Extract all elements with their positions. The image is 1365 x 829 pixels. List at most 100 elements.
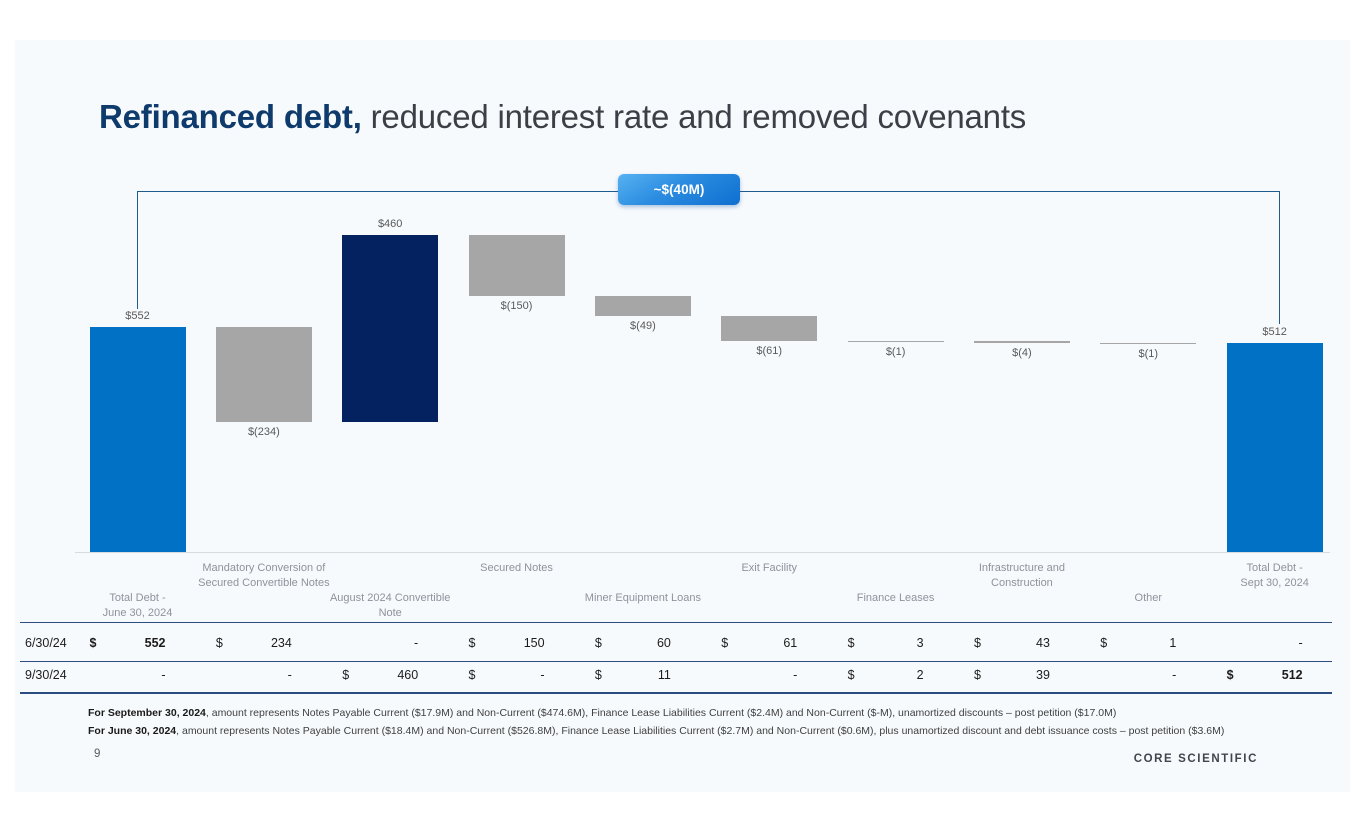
dollar-sign: $ bbox=[847, 668, 855, 682]
cell-value: 43 bbox=[1036, 636, 1050, 650]
callout-bracket-right-line bbox=[1279, 191, 1280, 324]
table-cell-r1-c7: $3 bbox=[848, 636, 924, 650]
bar-value-label-mandatory-conversion-of-secured-convertible-notes: $(234) bbox=[247, 426, 280, 439]
category-label-line: Note bbox=[378, 607, 402, 619]
category-label-line: Miner Equipment Loans bbox=[584, 592, 701, 604]
category-label-line: Other bbox=[1134, 592, 1163, 604]
table-middle-border bbox=[20, 661, 1332, 663]
dollar-sign: $ bbox=[215, 636, 223, 650]
bar-value-label-finance-leases: $(1) bbox=[885, 346, 906, 359]
waterfall-bar-infrastructure-and-construction bbox=[973, 341, 1070, 343]
cell-value: - bbox=[793, 668, 798, 682]
bar-value-label-infrastructure-and-construction: $(4) bbox=[1012, 346, 1032, 359]
dollar-sign: $ bbox=[342, 668, 350, 682]
table-row-label-9-30-24: 9/30/24 bbox=[25, 668, 67, 682]
table-cell-r1-c4: $150 bbox=[469, 636, 545, 650]
dollar-sign: $ bbox=[594, 668, 602, 682]
category-label-miner-equipment-loans: Miner Equipment Loans bbox=[548, 591, 738, 606]
waterfall-bar-secured-notes bbox=[468, 234, 565, 297]
table-cell-r1-c10: - bbox=[1227, 636, 1303, 650]
category-label-total-debt-sept-30-2024: Total Debt - Sept 30, 2024 bbox=[1180, 561, 1365, 591]
bar-value-label-exit-facility: $(61) bbox=[756, 344, 783, 357]
category-label-secured-notes: Secured Notes bbox=[422, 561, 612, 576]
waterfall-bar-exit-facility bbox=[721, 315, 818, 341]
cell-value: - bbox=[161, 668, 166, 682]
dollar-sign: $ bbox=[89, 636, 97, 650]
bar-value-label-august-2024-convertible-note: $460 bbox=[377, 217, 403, 230]
table-cell-r2-c9: - bbox=[1100, 668, 1176, 682]
table-cell-r1-c9: $1 bbox=[1100, 636, 1176, 650]
table-cell-r1-c8: $43 bbox=[974, 636, 1050, 650]
cell-value: - bbox=[287, 668, 292, 682]
cell-value: 234 bbox=[270, 636, 292, 650]
core-scientific-logo: CORE SCIENTIFIC bbox=[1133, 753, 1258, 765]
table-top-border bbox=[20, 622, 1332, 624]
cell-value: - bbox=[1298, 636, 1303, 650]
callout-badge: ~$(40M) bbox=[618, 174, 740, 205]
footnote-june-lead: For June 30, 2024 bbox=[88, 725, 177, 737]
bar-value-label-other: $(1) bbox=[1138, 348, 1159, 361]
dollar-sign: $ bbox=[1226, 668, 1234, 682]
table-cell-r2-c2: - bbox=[216, 668, 292, 682]
cell-value: 1 bbox=[1169, 636, 1177, 650]
bar-value-label-total-debt-june-30-2024: $552 bbox=[125, 310, 150, 322]
footnote-june-text: , amount represents Notes Payable Curren… bbox=[176, 725, 1225, 737]
dollar-sign: $ bbox=[721, 636, 729, 650]
table-bottom-border bbox=[20, 692, 1332, 695]
title-emphasis: Refinanced debt, bbox=[99, 98, 362, 135]
table-cell-r2-c8: $39 bbox=[974, 668, 1050, 682]
category-label-line: Sept 30, 2024 bbox=[1240, 577, 1309, 589]
bar-value-label-secured-notes: $(150) bbox=[500, 300, 533, 313]
table-cell-r1-c6: $61 bbox=[721, 636, 797, 650]
dollar-sign: $ bbox=[468, 636, 476, 650]
cell-value: - bbox=[540, 668, 545, 682]
waterfall-bar-total-debt-sept-30-2024 bbox=[1226, 343, 1323, 552]
category-label-august-2024-convertible-note: August 2024 Convertible Note bbox=[295, 591, 485, 621]
cell-value: 150 bbox=[523, 636, 545, 650]
category-label-line: Total Debt - bbox=[1246, 562, 1303, 574]
table-cell-r2-c10: $512 bbox=[1227, 668, 1303, 682]
dollar-sign: $ bbox=[847, 636, 855, 650]
bar-value-label-miner-equipment-loans: $(49) bbox=[630, 319, 656, 332]
waterfall-bar-other bbox=[1100, 342, 1197, 345]
dollar-sign: $ bbox=[594, 636, 602, 650]
cell-value: 3 bbox=[916, 636, 924, 650]
category-label-line: Total Debt - bbox=[109, 592, 166, 604]
footnote-september: For September 30, 2024, amount represent… bbox=[88, 707, 1116, 719]
cell-value: - bbox=[1172, 668, 1177, 682]
table-cell-r2-c7: $2 bbox=[848, 668, 924, 682]
category-label-line: Finance Leases bbox=[856, 592, 935, 604]
callout-bracket-left-line bbox=[137, 191, 138, 309]
title-subtext: reduced interest rate and removed covena… bbox=[361, 98, 1027, 135]
page-number: 9 bbox=[94, 748, 101, 760]
cell-value: 2 bbox=[916, 668, 924, 682]
dollar-sign: $ bbox=[973, 636, 981, 650]
cell-value: 61 bbox=[783, 636, 798, 650]
dollar-sign: $ bbox=[468, 668, 476, 682]
cell-value: 60 bbox=[656, 636, 671, 650]
cell-value: 39 bbox=[1036, 668, 1050, 682]
cell-value: - bbox=[414, 636, 419, 650]
waterfall-bar-miner-equipment-loans bbox=[594, 296, 691, 316]
bar-value-label-total-debt-sept-30-2024: $512 bbox=[1262, 326, 1287, 339]
cell-value: 552 bbox=[144, 636, 166, 650]
category-label-total-debt-june-30-2024: Total Debt - June 30, 2024 bbox=[43, 591, 233, 621]
waterfall-bar-total-debt-june-30-2024 bbox=[89, 327, 186, 552]
footnote-june: For June 30, 2024, amount represents Not… bbox=[88, 725, 1224, 737]
dollar-sign: $ bbox=[973, 668, 981, 682]
cell-value: 11 bbox=[657, 668, 671, 682]
category-label-line: Construction bbox=[991, 577, 1053, 589]
chart-baseline-axis bbox=[75, 552, 1330, 553]
waterfall-bar-finance-leases bbox=[847, 340, 944, 343]
table-cell-r2-c5: $11 bbox=[595, 668, 671, 682]
cell-value: 460 bbox=[397, 668, 419, 682]
table-row-label-6-30-24: 6/30/24 bbox=[25, 636, 67, 650]
table-cell-r1-c2: $234 bbox=[216, 636, 292, 650]
footnote-september-lead: For September 30, 2024 bbox=[88, 707, 206, 719]
table-cell-r2-c4: $ - bbox=[469, 668, 545, 682]
waterfall-bar-mandatory-conversion-of-secured-convertible-notes bbox=[215, 327, 312, 423]
table-cell-r2-c6: - bbox=[721, 668, 797, 682]
table-cell-r1-c3: - bbox=[342, 636, 418, 650]
category-label-line: Secured Notes bbox=[480, 562, 553, 574]
